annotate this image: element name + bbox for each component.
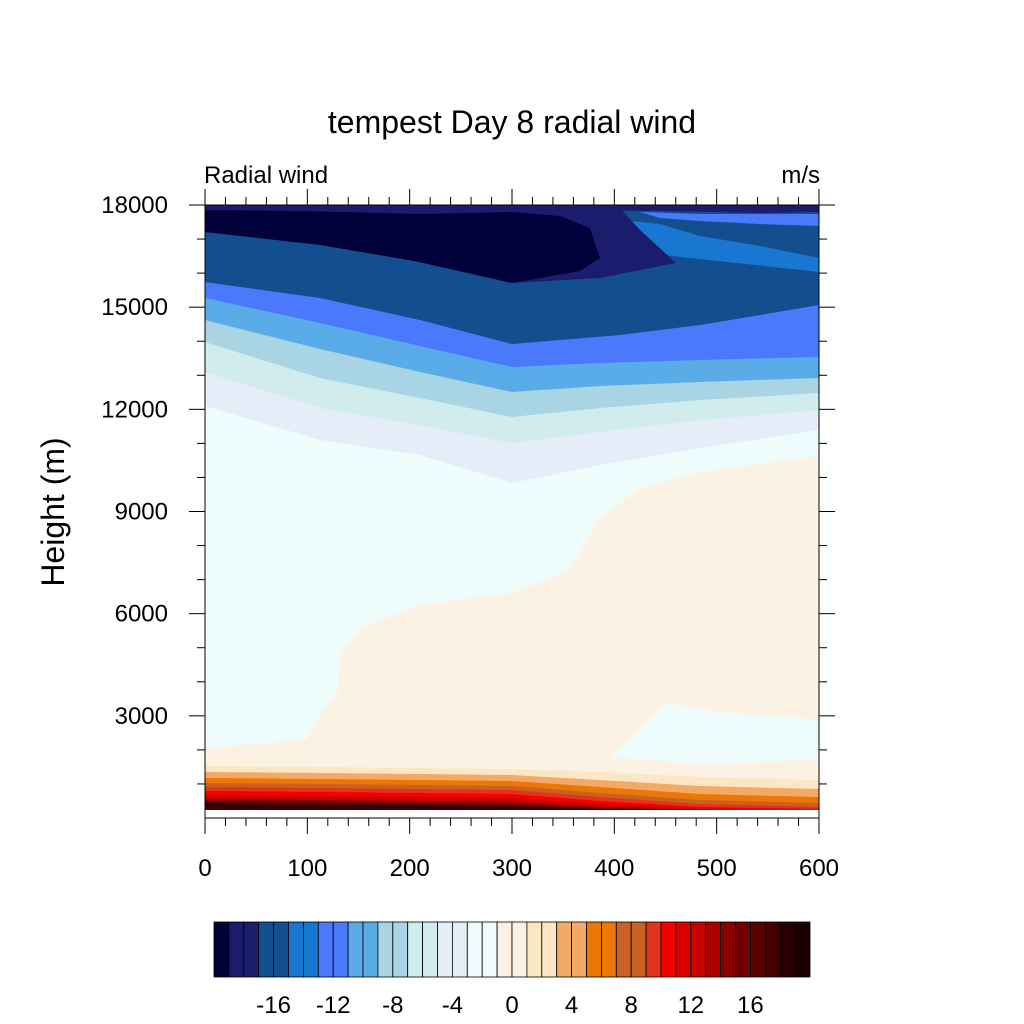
y-tick-label: 6000 [115, 601, 168, 628]
colorbar-tick-label: 0 [505, 992, 518, 1019]
colorbar-swatch [541, 921, 558, 978]
colorbar-swatch [660, 921, 677, 978]
colorbar-tick-label: -8 [382, 992, 403, 1019]
colorbar: -16 -12 -8 -4 0 4 8 12 16 [213, 921, 811, 1019]
colorbar-swatch [556, 921, 573, 978]
x-tick-label: 0 [198, 855, 211, 882]
colorbar-tick-label: 4 [565, 992, 578, 1019]
colorbar-swatch [258, 921, 275, 978]
colorbar-tick-label: -12 [316, 992, 351, 1019]
colorbar-swatch [705, 921, 722, 978]
colorbar-swatch [764, 921, 781, 978]
negative-band-minus-19 [205, 210, 600, 283]
y-tick-label: 9000 [115, 499, 168, 526]
y-tick-label: 12000 [101, 396, 168, 423]
colorbar-swatch [362, 921, 379, 978]
left-string: Radial wind [204, 162, 328, 189]
colorbar-swatch [466, 921, 483, 978]
colorbar-swatch [675, 921, 692, 978]
colorbar-swatch [645, 921, 662, 978]
colorbar-swatch [332, 921, 349, 978]
colorbar-swatch [735, 921, 751, 978]
x-tick-label: 500 [697, 855, 737, 882]
colorbar-swatch [481, 921, 498, 978]
colorbar-swatch [779, 921, 796, 978]
x-tick-label: 300 [492, 855, 532, 882]
colorbar-swatch [615, 921, 632, 978]
colorbar-swatch [601, 921, 617, 978]
colorbar-swatch [451, 921, 468, 978]
y-axis-label: Height (m) [35, 437, 71, 586]
y-tick-label: 18000 [101, 192, 168, 219]
colorbar-swatch [243, 921, 260, 978]
lower-right-light-blob [610, 703, 819, 764]
colorbar-swatch [392, 921, 409, 978]
colorbar-swatch [720, 921, 736, 978]
colorbar-swatch [437, 921, 453, 978]
top-right-light-strip [640, 212, 819, 226]
colorbar-swatch [317, 921, 334, 978]
colorbar-swatch [690, 921, 707, 978]
colorbar-swatch [273, 921, 289, 978]
colorbar-swatch [794, 921, 811, 978]
colorbar-swatch [407, 921, 424, 978]
negative-band-minus-14-lower [205, 262, 819, 344]
x-tick-label: 600 [799, 855, 839, 882]
colorbar-swatch [496, 921, 513, 978]
y-tick-label: 15000 [101, 294, 168, 321]
top-rim-dark [205, 205, 819, 213]
colorbar-tick-label: 12 [677, 992, 704, 1019]
contour-fill-layer [205, 205, 819, 818]
colorbar-swatch [213, 921, 230, 978]
x-tick-label: 100 [287, 855, 327, 882]
x-axis: 0 100 200 300 400 500 600 [198, 189, 839, 882]
colorbar-tick-label: -4 [442, 992, 463, 1019]
colorbar-tick-label: 16 [737, 992, 764, 1019]
colorbar-swatch [511, 921, 528, 978]
colorbar-swatch [347, 921, 364, 978]
colorbar-tick-label: -16 [256, 992, 291, 1019]
colorbar-swatch [302, 921, 319, 978]
surface-white-strip [205, 810, 819, 818]
colorbar-swatch [228, 921, 245, 978]
y-tick-label: 3000 [115, 703, 168, 730]
colorbar-swatch [750, 921, 766, 978]
right-string: m/s [781, 162, 820, 189]
y-axis: 3000 6000 9000 12000 15000 18000 [101, 192, 835, 785]
colorbar-swatch [526, 921, 543, 978]
colorbar-swatch [630, 921, 647, 978]
colorbar-swatch [288, 921, 304, 978]
colorbar-swatch [377, 921, 394, 978]
colorbar-swatch [422, 921, 438, 978]
colorbar-swatch [586, 921, 602, 978]
x-tick-label: 200 [390, 855, 430, 882]
chart-title: tempest Day 8 radial wind [328, 104, 696, 140]
x-tick-label: 400 [594, 855, 634, 882]
colorbar-swatch [571, 921, 587, 978]
colorbar-tick-label: 8 [625, 992, 638, 1019]
